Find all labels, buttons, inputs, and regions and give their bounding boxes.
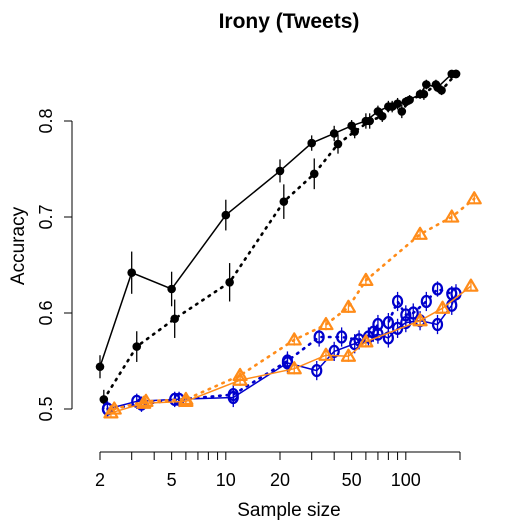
data-point [419,89,429,99]
data-point [178,393,194,407]
data-point [103,405,119,419]
x-tick-label: 50 [342,470,362,490]
data-point [340,348,357,362]
data-point [431,80,441,89]
data-point [431,317,444,332]
data-point [136,395,152,409]
series-6 [103,278,479,419]
data-point [466,191,482,205]
data-point [422,80,431,89]
data-point [313,330,325,344]
y-tick-label: 0.7 [36,204,56,229]
data-point [377,111,387,121]
data-point [333,139,343,149]
y-tick-label: 0.5 [36,396,56,421]
axes: 0.5 0.6 0.7 0.8 2 5 10 20 50 100 [36,108,461,490]
series-line [102,72,458,401]
data-point [275,166,285,176]
data-point [391,294,404,309]
data-point [437,85,446,95]
data-point [132,342,142,351]
x-tick-label: 100 [391,470,421,490]
data-point [451,69,461,79]
data-point [336,330,348,344]
data-point [463,278,479,292]
data-point [286,332,302,346]
data-point [444,209,460,223]
data-point [358,334,374,348]
data-point [372,327,384,341]
data-point [307,138,316,148]
data-point [358,272,374,287]
data-point [412,313,428,327]
chart-title: Irony (Tweets) [219,10,360,33]
data-point [167,284,176,294]
data-point [221,210,231,220]
data-point [328,344,340,358]
data-point [382,316,394,330]
y-tick-label: 0.8 [36,108,56,133]
series-line [99,73,456,367]
data-point [169,392,181,406]
data-point [225,277,234,287]
data-point [99,395,109,404]
y-tick-label: 0.6 [36,300,56,325]
data-point [232,372,248,386]
data-point [349,337,361,351]
data-point [227,390,239,405]
series-1 [95,69,461,379]
data-point [434,300,451,314]
data-point [420,294,432,309]
x-axis-label: Sample size [237,500,341,521]
data-point [281,356,294,370]
x-tick-label: 20 [270,470,290,490]
data-point [329,129,339,138]
data-point [170,314,179,324]
data-point [400,316,412,330]
data-point [95,362,105,372]
x-tick-label: 10 [216,470,236,490]
data-point [412,226,428,240]
series-line [110,285,472,414]
data-point [311,364,323,378]
data-point [387,102,397,111]
x-tick-label: 5 [167,470,177,490]
data-point [397,107,407,116]
data-point [365,116,374,126]
data-point [286,361,302,375]
data-point [127,268,136,277]
data-point [350,127,359,136]
data-point [318,316,334,331]
x-tick-label: 2 [95,470,105,490]
data-point [279,197,289,206]
data-point [407,306,419,320]
series-4 [101,284,462,417]
series-2 [99,69,461,409]
data-point [405,95,414,105]
data-point [340,299,357,313]
data-point [318,347,334,361]
data-point [431,282,444,296]
y-axis-label: Accuracy [8,206,29,285]
chart-marks [95,69,482,419]
data-point [309,169,319,179]
